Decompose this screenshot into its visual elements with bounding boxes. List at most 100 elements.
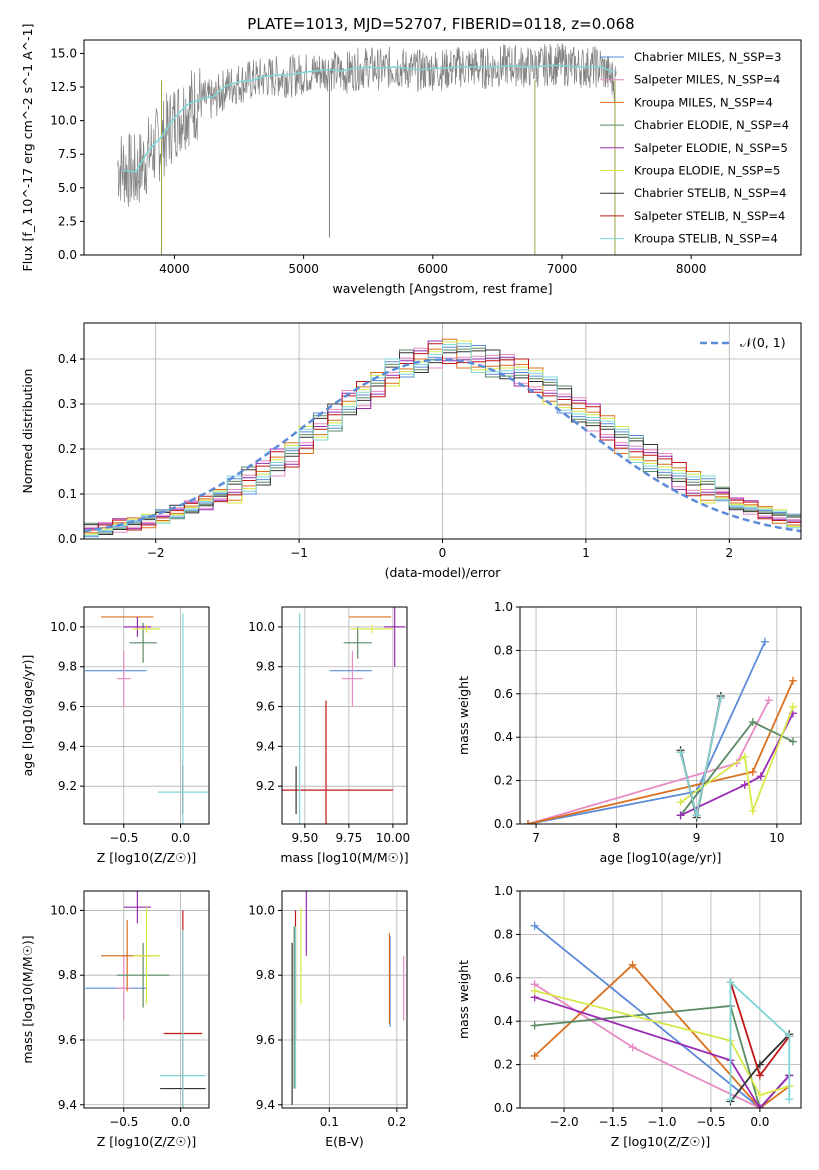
errorbar-point bbox=[116, 650, 131, 707]
histogram-salpeter-stelib bbox=[84, 343, 801, 531]
x-tick-label: −1.5 bbox=[598, 1115, 627, 1129]
x-tick-label: −0.5 bbox=[696, 1115, 725, 1129]
y-tick-label: 9.8 bbox=[256, 968, 275, 982]
x-tick-label: 10.00 bbox=[376, 831, 410, 845]
panel-spectrum: 4000 5000 6000 7000 8000 0.0 2.5 5.0 7.5 10.0 12.5… bbox=[20, 24, 802, 296]
x-tick-label: 0 bbox=[439, 546, 447, 560]
panel-mass-vs-ebv: 0.1 0.2 9.4 9.6 9.8 10.0 E(B-V) bbox=[248, 890, 408, 1149]
y-tick-label: 2.5 bbox=[58, 214, 77, 228]
errorbar-point bbox=[129, 622, 157, 663]
series-point bbox=[716, 694, 725, 703]
y-tick-label: 0.6 bbox=[494, 971, 513, 985]
axes-frame bbox=[83, 606, 210, 825]
y-tick-label: 0.4 bbox=[58, 352, 77, 366]
y-axis-label: mass [log10(M/M☉)] bbox=[20, 935, 35, 1063]
x-tick-label: −1.0 bbox=[647, 1115, 676, 1129]
legend-label: Salpeter MILES, N_SSP=4 bbox=[634, 73, 780, 87]
x-axis-label: wavelength [Angstrom, rest frame] bbox=[332, 281, 552, 296]
x-axis-label: Z [log10(Z/Z☉)] bbox=[97, 1134, 197, 1149]
y-tick-label: 9.8 bbox=[58, 968, 77, 982]
y-tick-label: 0.0 bbox=[494, 1101, 513, 1115]
series-point bbox=[524, 820, 533, 824]
y-tick-label: 0.1 bbox=[58, 487, 77, 501]
histogram-salpeter-miles bbox=[84, 347, 801, 533]
x-tick-label: 7 bbox=[532, 831, 540, 845]
plot-area bbox=[85, 891, 206, 1108]
series-point bbox=[628, 960, 637, 969]
histogram-chabrier-stelib bbox=[84, 349, 801, 535]
y-tick-label: 10.0 bbox=[50, 620, 77, 634]
series-point bbox=[755, 1071, 764, 1080]
x-axis-label: E(B-V) bbox=[325, 1134, 364, 1149]
legend-label: Chabrier MILES, N_SSP=3 bbox=[634, 50, 781, 64]
series-point bbox=[530, 921, 539, 930]
series-line bbox=[680, 712, 794, 817]
x-tick-label: 0.1 bbox=[320, 1115, 339, 1129]
y-tick-label: 0.6 bbox=[494, 687, 513, 701]
series-point bbox=[726, 1095, 735, 1104]
x-tick-label: 0.0 bbox=[171, 831, 190, 845]
y-tick-label: 5.0 bbox=[58, 181, 77, 195]
x-axis-label: (data-model)/error bbox=[385, 565, 502, 580]
y-tick-label: 0.4 bbox=[494, 730, 513, 744]
plot-area bbox=[291, 891, 405, 1105]
series-line bbox=[679, 720, 794, 816]
x-tick-label: −1 bbox=[290, 546, 308, 560]
y-tick-label: 9.6 bbox=[58, 1033, 77, 1047]
series-point bbox=[676, 798, 685, 807]
y-tick-label: 0.8 bbox=[494, 643, 513, 657]
series-point bbox=[748, 767, 757, 776]
x-tick-label: 2 bbox=[725, 546, 733, 560]
errorbar-point bbox=[116, 942, 170, 1008]
legend-label: Kroupa STELIB, N_SSP=4 bbox=[634, 232, 778, 246]
y-tick-label: 9.8 bbox=[58, 660, 77, 674]
series-point bbox=[740, 780, 749, 789]
series-point bbox=[748, 806, 757, 815]
data-spectrum bbox=[117, 43, 617, 207]
x-tick-label: 0.2 bbox=[387, 1115, 406, 1129]
legend-label: Chabrier ELODIE, N_SSP=4 bbox=[634, 118, 789, 132]
y-tick-label: 0.0 bbox=[58, 248, 77, 262]
plot-area bbox=[282, 607, 406, 824]
x-axis-label: mass [log10(M/M☉)] bbox=[280, 850, 408, 865]
y-axis-label: age [log10(age/yr)] bbox=[20, 655, 35, 777]
y-tick-label: 15.0 bbox=[50, 46, 77, 60]
plot-area bbox=[530, 921, 794, 1108]
series-point bbox=[628, 1043, 637, 1052]
x-tick-label: −2.0 bbox=[549, 1115, 578, 1129]
axes-frame bbox=[281, 606, 408, 825]
histogram-kroupa-stelib bbox=[84, 343, 801, 536]
errorbar-point bbox=[160, 929, 206, 1108]
y-axis-label: Flux [f_λ 10^-17 erg cm^-2 s^-1 A^-1] bbox=[20, 24, 35, 272]
plot-area bbox=[84, 338, 801, 538]
x-tick-label: 9.50 bbox=[292, 831, 319, 845]
series-line bbox=[534, 989, 790, 1097]
panel-weights-vs-Z: −2.0 −1.5 −1.0 −0.5 0.0 0.0 0.2 0.4 0.6 0.8 1.0 Z [… bbox=[456, 884, 802, 1149]
series-point bbox=[530, 986, 539, 995]
series-line bbox=[729, 980, 791, 1100]
y-tick-label: 12.5 bbox=[50, 80, 77, 94]
series-point bbox=[740, 752, 749, 761]
errorbar-point bbox=[343, 626, 372, 659]
series-point bbox=[748, 718, 757, 727]
x-tick-label: 9.75 bbox=[336, 831, 363, 845]
y-axis-label: mass weight bbox=[456, 676, 471, 755]
y-tick-label: 10.0 bbox=[248, 620, 275, 634]
y-axis-label: mass weight bbox=[456, 960, 471, 1039]
series-point bbox=[755, 1104, 764, 1108]
x-tick-label: 0.0 bbox=[171, 1115, 190, 1129]
y-tick-label: 0.3 bbox=[58, 397, 77, 411]
figure-title: PLATE=1013, MJD=52707, FIBERID=0118, z=0… bbox=[247, 15, 634, 33]
y-tick-label: 9.4 bbox=[256, 739, 275, 753]
legend-label: Chabrier STELIB, N_SSP=4 bbox=[634, 186, 786, 200]
errorbar-point bbox=[384, 607, 406, 667]
y-tick-label: 10.0 bbox=[50, 114, 77, 128]
x-axis-label: age [log10(age/yr)] bbox=[600, 850, 722, 865]
series-point bbox=[788, 676, 797, 685]
legend-label: Kroupa MILES, N_SSP=4 bbox=[634, 95, 773, 109]
panel-age-vs-mass: 9.50 9.75 10.00 9.2 9.4 9.6 9.8 10.0 mass [log10… bbox=[248, 606, 410, 865]
x-tick-label: 8 bbox=[613, 831, 621, 845]
y-tick-label: 10.0 bbox=[50, 903, 77, 917]
x-axis-label: Z [log10(Z/Z☉)] bbox=[97, 850, 197, 865]
y-tick-label: 9.4 bbox=[58, 1098, 77, 1112]
